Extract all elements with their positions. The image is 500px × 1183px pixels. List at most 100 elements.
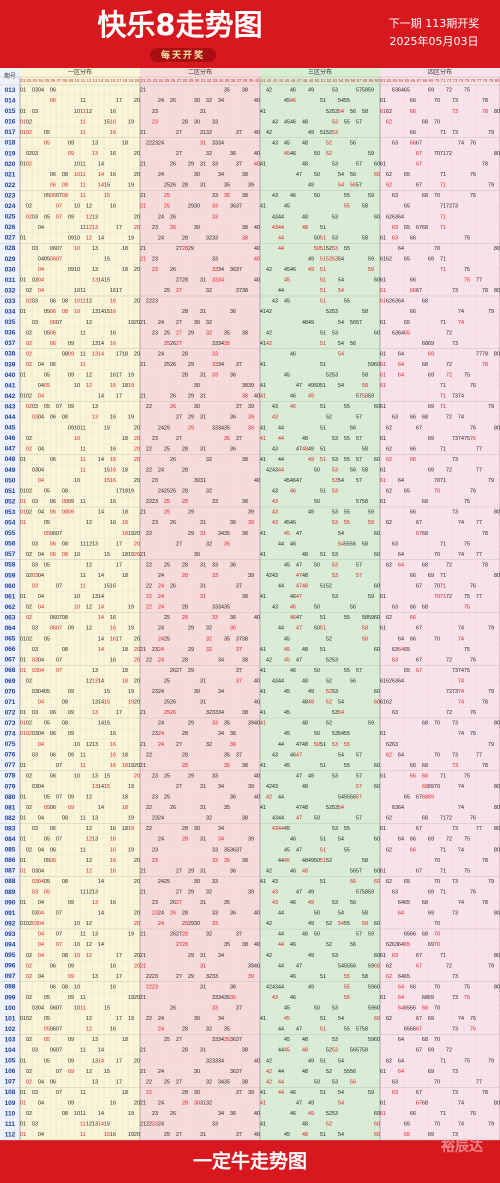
drawn-number: 32	[206, 636, 212, 642]
drawn-number: 03	[32, 541, 38, 547]
drawn-number: 23	[152, 330, 158, 336]
drawn-number: 43	[272, 984, 278, 990]
drawn-number: 46	[290, 541, 296, 547]
drawn-number: 36	[230, 984, 236, 990]
drawn-number: 49	[308, 183, 314, 189]
drawn-number: 69	[428, 467, 434, 473]
drawn-number: 44	[278, 246, 284, 252]
drawn-number: 68	[422, 1037, 428, 1043]
column-number: 76	[471, 78, 476, 83]
drawn-number: 44	[278, 795, 284, 801]
drawn-number: 33	[212, 995, 218, 1001]
period: 039	[5, 361, 16, 368]
drawn-number: 16	[110, 446, 116, 452]
drawn-number: 66	[410, 278, 416, 284]
drawn-number: 10	[74, 309, 80, 315]
drawn-number: 38	[242, 636, 248, 642]
drawn-number: 67	[416, 1016, 422, 1022]
drawn-number: 28	[182, 837, 188, 843]
drawn-number: 38	[242, 193, 248, 199]
drawn-number: 27	[176, 668, 182, 674]
drawn-number: 05	[44, 256, 50, 262]
drawn-number: 35	[224, 1079, 230, 1085]
drawn-number: 78	[482, 98, 488, 104]
drawn-number: 48	[302, 225, 308, 231]
drawn-number: 70	[434, 1037, 440, 1043]
drawn-number: 25	[164, 425, 170, 431]
drawn-number: 67	[416, 162, 422, 168]
drawn-number: 68	[422, 499, 428, 505]
drawn-number: 18	[122, 552, 128, 558]
drawn-number: 54	[338, 1132, 344, 1138]
drawn-number: 56	[350, 900, 356, 906]
drawn-number: 55	[344, 795, 350, 801]
drawn-number: 61	[380, 594, 386, 600]
drawn-number: 06	[50, 98, 56, 104]
drawn-number: 54	[338, 541, 344, 547]
drawn-number: 34	[218, 731, 224, 737]
drawn-number: 04	[38, 594, 44, 600]
drawn-number: 45	[284, 858, 290, 864]
drawn-number: 55	[344, 98, 350, 104]
drawn-number: 24	[158, 1122, 164, 1128]
drawn-number: 17	[116, 953, 122, 959]
drawn-number: 19	[128, 1111, 134, 1117]
drawn-number: 20	[134, 478, 140, 484]
drawn-number: 79	[488, 1122, 494, 1128]
drawn-number: 61	[380, 868, 386, 874]
drawn-number: 33	[212, 573, 218, 579]
drawn-number: 46	[290, 1090, 296, 1096]
drawn-number: 01	[20, 710, 26, 716]
drawn-number: 11	[80, 193, 86, 199]
drawn-number: 62	[386, 109, 392, 115]
period: 032	[5, 287, 16, 294]
drawn-number: 11	[80, 425, 86, 431]
drawn-number: 57	[356, 88, 362, 94]
drawn-number: 01	[20, 837, 26, 843]
drawn-number: 16	[110, 1100, 116, 1106]
drawn-number: 61	[380, 678, 386, 684]
drawn-number: 58	[362, 889, 368, 895]
drawn-number: 64	[398, 837, 404, 843]
drawn-number: 29	[188, 773, 194, 779]
drawn-number: 23	[152, 1111, 158, 1117]
drawn-number: 15	[104, 278, 110, 284]
drawn-number: 17	[116, 98, 122, 104]
drawn-number: 38	[242, 235, 248, 241]
drawn-number: 54	[338, 109, 344, 115]
drawn-number: 75	[464, 499, 470, 505]
drawn-number: 64	[398, 1006, 404, 1012]
drawn-number: 74	[458, 784, 464, 790]
drawn-number: 28	[182, 911, 188, 917]
drawn-number: 53	[332, 657, 338, 663]
drawn-number: 34	[218, 657, 224, 663]
drawn-number: 58	[362, 394, 368, 400]
drawn-number: 70	[434, 1122, 440, 1128]
column-number: 48	[303, 78, 308, 83]
drawn-number: 51	[320, 383, 326, 389]
drawn-number: 56	[350, 605, 356, 611]
drawn-number: 01	[20, 278, 26, 284]
drawn-number: 50	[314, 932, 320, 938]
drawn-number: 61	[380, 109, 386, 115]
drawn-number: 05	[44, 309, 50, 315]
drawn-number: 71	[440, 889, 446, 895]
drawn-number: 53	[332, 552, 338, 558]
drawn-number: 63	[392, 214, 398, 220]
period: 028	[5, 245, 16, 252]
drawn-number: 03	[32, 214, 38, 220]
drawn-number: 28	[182, 446, 188, 452]
period: 093	[5, 931, 16, 938]
drawn-number: 05	[44, 795, 50, 801]
drawn-number: 48	[302, 742, 308, 748]
drawn-number: 08	[62, 415, 68, 421]
drawn-number: 46	[290, 615, 296, 621]
drawn-number: 13	[92, 1058, 98, 1064]
drawn-number: 11	[80, 889, 86, 895]
drawn-number: 03	[32, 246, 38, 252]
drawn-number: 07	[56, 942, 62, 948]
drawn-number: 24	[158, 605, 164, 611]
column-number: 64	[399, 78, 404, 83]
drawn-number: 38	[242, 594, 248, 600]
drawn-number: 75	[464, 984, 470, 990]
